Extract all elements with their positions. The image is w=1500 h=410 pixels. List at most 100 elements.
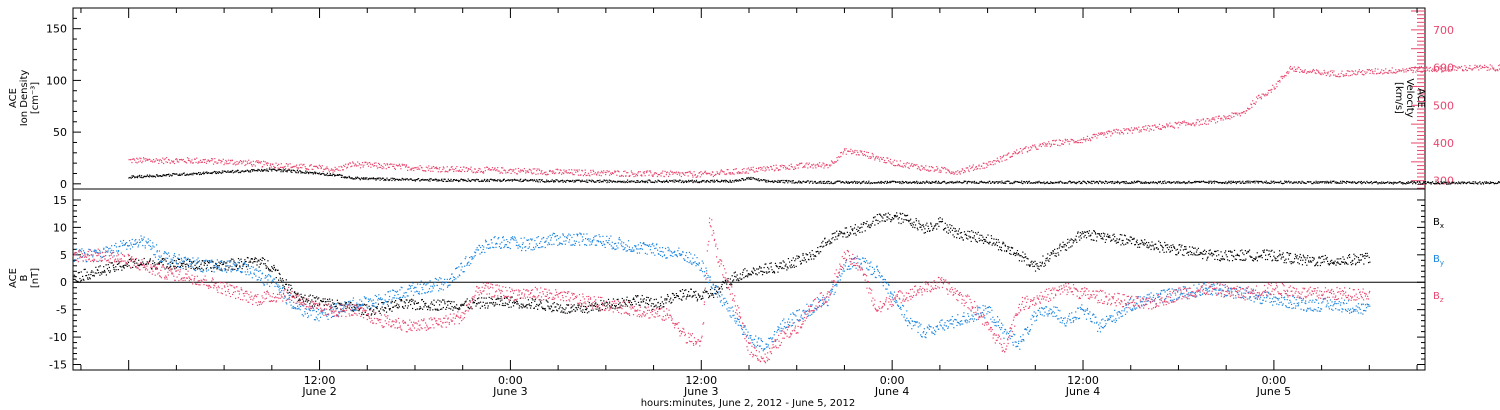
bx-point bbox=[226, 262, 228, 264]
density-point bbox=[1012, 182, 1014, 185]
velocity-point bbox=[1458, 66, 1460, 68]
bx-point bbox=[316, 296, 318, 298]
velocity-point bbox=[171, 160, 173, 162]
bx-point bbox=[304, 300, 307, 302]
density-point bbox=[1080, 182, 1083, 184]
density-point bbox=[128, 177, 130, 179]
bx-point bbox=[284, 288, 286, 290]
density-point bbox=[713, 181, 715, 183]
density-point bbox=[581, 180, 583, 182]
density-point bbox=[848, 181, 851, 184]
velocity-point bbox=[1301, 70, 1303, 73]
bx-point bbox=[254, 261, 256, 263]
velocity-point bbox=[1426, 67, 1428, 69]
velocity-point bbox=[231, 159, 234, 162]
velocity-point bbox=[1205, 120, 1207, 122]
density-point bbox=[1097, 181, 1099, 183]
density-point bbox=[539, 178, 541, 181]
bx-point bbox=[101, 271, 103, 273]
density-point bbox=[1079, 182, 1082, 185]
density-point bbox=[1237, 181, 1239, 183]
density-point bbox=[392, 178, 394, 180]
bx-point bbox=[222, 263, 225, 265]
velocity-point bbox=[886, 162, 888, 164]
bx-point bbox=[351, 310, 353, 312]
velocity-point bbox=[798, 164, 800, 166]
density-point bbox=[1039, 181, 1041, 184]
velocity-point bbox=[223, 164, 225, 166]
bx-point bbox=[448, 307, 450, 309]
velocity-point bbox=[1210, 120, 1212, 123]
density-point bbox=[665, 180, 667, 183]
density-point bbox=[670, 180, 672, 182]
velocity-point bbox=[1028, 149, 1030, 152]
velocity-point bbox=[942, 167, 944, 170]
bx-point bbox=[165, 260, 167, 262]
density-point bbox=[1359, 181, 1361, 183]
bx-point bbox=[156, 268, 158, 270]
velocity-point bbox=[1107, 133, 1109, 135]
density-point bbox=[1469, 182, 1471, 185]
velocity-point bbox=[517, 167, 520, 170]
bx-point bbox=[424, 303, 426, 305]
bx-point bbox=[422, 300, 425, 303]
density-point bbox=[928, 181, 930, 183]
density-point bbox=[1307, 180, 1309, 183]
velocity-point bbox=[1039, 144, 1041, 146]
density-point bbox=[1057, 181, 1059, 183]
density-point bbox=[688, 181, 690, 183]
velocity-point bbox=[203, 161, 206, 164]
density-point bbox=[312, 173, 314, 175]
velocity-point bbox=[486, 166, 489, 168]
density-point bbox=[720, 180, 722, 183]
velocity-point bbox=[1082, 138, 1084, 141]
velocity-point bbox=[1139, 129, 1141, 131]
velocity-point bbox=[1299, 71, 1301, 73]
density-point bbox=[1283, 182, 1285, 184]
density-point bbox=[815, 182, 817, 184]
velocity-point bbox=[617, 170, 619, 173]
density-point bbox=[778, 181, 780, 183]
velocity-point bbox=[1498, 64, 1500, 67]
velocity-point bbox=[484, 170, 486, 172]
velocity-point bbox=[537, 173, 539, 175]
velocity-point bbox=[1217, 117, 1219, 119]
velocity-point bbox=[161, 161, 163, 163]
velocity-point bbox=[614, 170, 616, 172]
density-point bbox=[795, 181, 797, 184]
velocity-point bbox=[967, 169, 970, 171]
velocity-point bbox=[199, 159, 202, 161]
velocity-point bbox=[440, 171, 442, 173]
density-point bbox=[482, 180, 484, 183]
velocity-point bbox=[1126, 128, 1128, 130]
bx-point bbox=[247, 257, 249, 259]
bx-point bbox=[179, 266, 181, 268]
bx-point bbox=[198, 265, 201, 268]
velocity-point bbox=[330, 169, 332, 171]
density-point bbox=[1435, 181, 1437, 183]
bx-point bbox=[411, 298, 413, 300]
bx-point bbox=[364, 311, 366, 313]
density-point bbox=[179, 173, 181, 175]
density-point bbox=[148, 176, 150, 178]
density-point bbox=[521, 180, 524, 183]
velocity-point bbox=[398, 164, 400, 167]
density-point bbox=[926, 181, 929, 183]
density-point bbox=[1134, 181, 1136, 184]
density-point bbox=[143, 175, 145, 177]
velocity-point bbox=[890, 162, 892, 164]
density-point bbox=[869, 182, 871, 185]
velocity-point bbox=[694, 174, 696, 176]
density-point bbox=[1456, 182, 1458, 184]
velocity-point bbox=[1285, 75, 1287, 77]
velocity-point bbox=[427, 167, 429, 169]
density-point bbox=[1405, 183, 1407, 185]
density-point bbox=[1396, 182, 1398, 184]
velocity-point bbox=[1489, 64, 1491, 66]
velocity-point bbox=[739, 172, 741, 175]
velocity-point bbox=[244, 164, 246, 167]
velocity-point bbox=[775, 164, 777, 166]
velocity-point bbox=[778, 168, 780, 171]
velocity-point bbox=[632, 173, 634, 175]
density-point bbox=[642, 181, 644, 183]
